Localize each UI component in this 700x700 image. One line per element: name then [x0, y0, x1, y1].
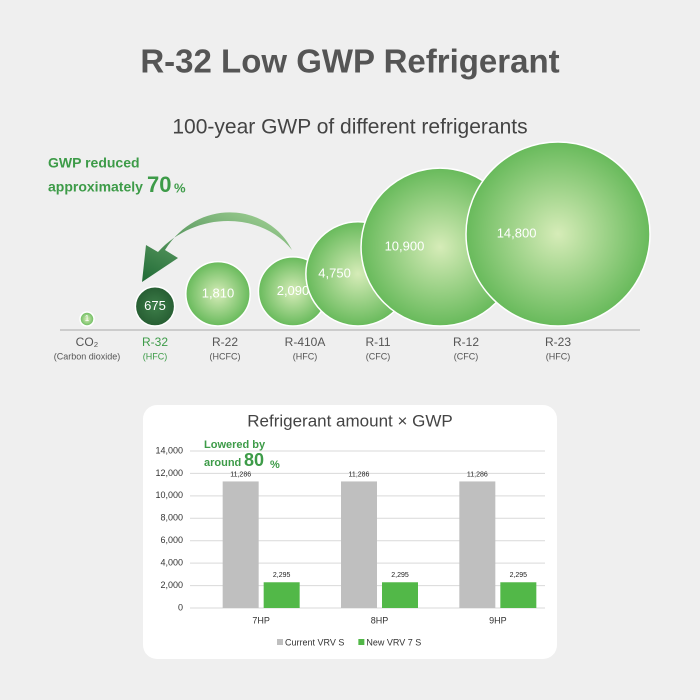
- page-title: R-32 Low GWP Refrigerant: [140, 43, 559, 80]
- annotation-emphasis: 70: [147, 172, 171, 197]
- annotation-unit: %: [270, 459, 280, 471]
- subcategory-label: (CFC): [366, 351, 391, 361]
- subcategory-label: (HFC): [143, 351, 168, 361]
- bar: [500, 582, 537, 608]
- value-label: 11,286: [230, 471, 251, 478]
- subcategory-label: (Carbon dioxide): [54, 351, 121, 361]
- y-tick-label: 4,000: [160, 558, 183, 568]
- y-tick-label: 8,000: [160, 513, 183, 523]
- subcategory-label: (CFC): [454, 351, 479, 361]
- y-tick-label: 6,000: [160, 535, 183, 545]
- x-tick-label: 7HP: [252, 615, 270, 625]
- legend-swatch: [277, 639, 283, 645]
- value-label: 675: [144, 298, 166, 313]
- bubble: [79, 311, 95, 327]
- annotation-text: around: [204, 457, 241, 469]
- bar: [222, 481, 259, 608]
- value-label: 4,750: [318, 265, 351, 280]
- category-label: R-11: [365, 335, 390, 349]
- value-label: 1,810: [202, 285, 235, 300]
- bar: [341, 481, 377, 608]
- value-label: 11,286: [467, 471, 488, 478]
- legend-label: New VRV 7 S: [366, 637, 421, 647]
- bubble: [134, 285, 176, 327]
- x-tick-label: 9HP: [489, 615, 507, 625]
- value-label: 2,295: [510, 572, 528, 579]
- subcategory-label: (HCFC): [210, 351, 241, 361]
- value-label: 10,900: [385, 238, 425, 253]
- y-tick-label: 10,000: [155, 490, 183, 500]
- y-tick-label: 2,000: [160, 580, 183, 590]
- category-label: R-410A: [285, 335, 326, 349]
- y-tick-label: 0: [178, 602, 183, 612]
- value-label: 14,800: [497, 225, 537, 240]
- x-tick-label: 8HP: [371, 615, 389, 625]
- value-label: 11,286: [349, 471, 370, 478]
- annotation-text: GWP reduced: [48, 155, 140, 171]
- category-label: CO₂: [76, 335, 99, 349]
- bubble: [185, 260, 251, 327]
- annotation-text: approximately: [48, 179, 143, 195]
- value-label: 2,295: [273, 572, 291, 579]
- category-label: R-12: [453, 335, 479, 349]
- category-label: R-22: [212, 335, 238, 349]
- chart-title: Refrigerant amount × GWP: [247, 411, 453, 430]
- bar: [459, 481, 496, 608]
- y-tick-label: 14,000: [155, 445, 183, 455]
- value-label: 2,090: [277, 283, 310, 298]
- chart-title: 100-year GWP of different refrigerants: [172, 116, 527, 139]
- bar: [263, 582, 300, 608]
- subcategory-label: (HFC): [293, 351, 318, 361]
- y-tick-label: 12,000: [155, 468, 183, 478]
- annotation-emphasis: 80: [244, 450, 264, 470]
- bubble: [465, 141, 651, 327]
- value-label: 1: [85, 314, 90, 323]
- category-label: R-23: [545, 335, 571, 349]
- category-label: R-32: [142, 335, 168, 349]
- annotation-unit: %: [174, 180, 186, 195]
- value-label: 2,295: [391, 572, 409, 579]
- legend-label: Current VRV S: [285, 637, 344, 647]
- subcategory-label: (HFC): [546, 351, 571, 361]
- legend-swatch: [358, 639, 365, 645]
- annotation-text: Lowered by: [204, 439, 266, 451]
- bar: [382, 582, 418, 608]
